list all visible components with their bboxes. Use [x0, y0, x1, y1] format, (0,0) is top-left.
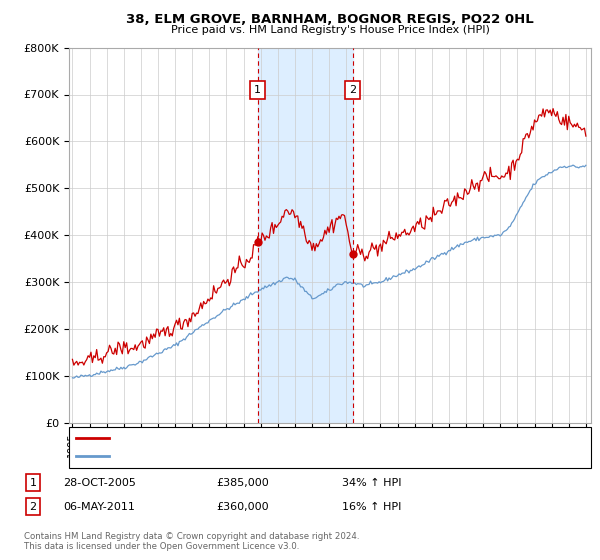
Text: 1: 1: [254, 85, 261, 95]
Text: 28-OCT-2005: 28-OCT-2005: [63, 478, 136, 488]
Text: 38, ELM GROVE, BARNHAM, BOGNOR REGIS, PO22 0HL: 38, ELM GROVE, BARNHAM, BOGNOR REGIS, PO…: [126, 13, 534, 26]
Text: £385,000: £385,000: [216, 478, 269, 488]
Text: 2: 2: [29, 502, 37, 512]
Text: Price paid vs. HM Land Registry's House Price Index (HPI): Price paid vs. HM Land Registry's House …: [170, 25, 490, 35]
Text: 34% ↑ HPI: 34% ↑ HPI: [342, 478, 401, 488]
Text: 16% ↑ HPI: 16% ↑ HPI: [342, 502, 401, 512]
Text: HPI: Average price, detached house, Arun: HPI: Average price, detached house, Arun: [114, 451, 332, 461]
Text: Contains HM Land Registry data © Crown copyright and database right 2024.
This d: Contains HM Land Registry data © Crown c…: [24, 532, 359, 552]
Text: 2: 2: [349, 85, 356, 95]
Text: 06-MAY-2011: 06-MAY-2011: [63, 502, 135, 512]
Text: £360,000: £360,000: [216, 502, 269, 512]
Text: 38, ELM GROVE, BARNHAM, BOGNOR REGIS, PO22 0HL (detached house): 38, ELM GROVE, BARNHAM, BOGNOR REGIS, PO…: [114, 433, 495, 443]
Bar: [258, 48, 353, 423]
Text: 1: 1: [29, 478, 37, 488]
